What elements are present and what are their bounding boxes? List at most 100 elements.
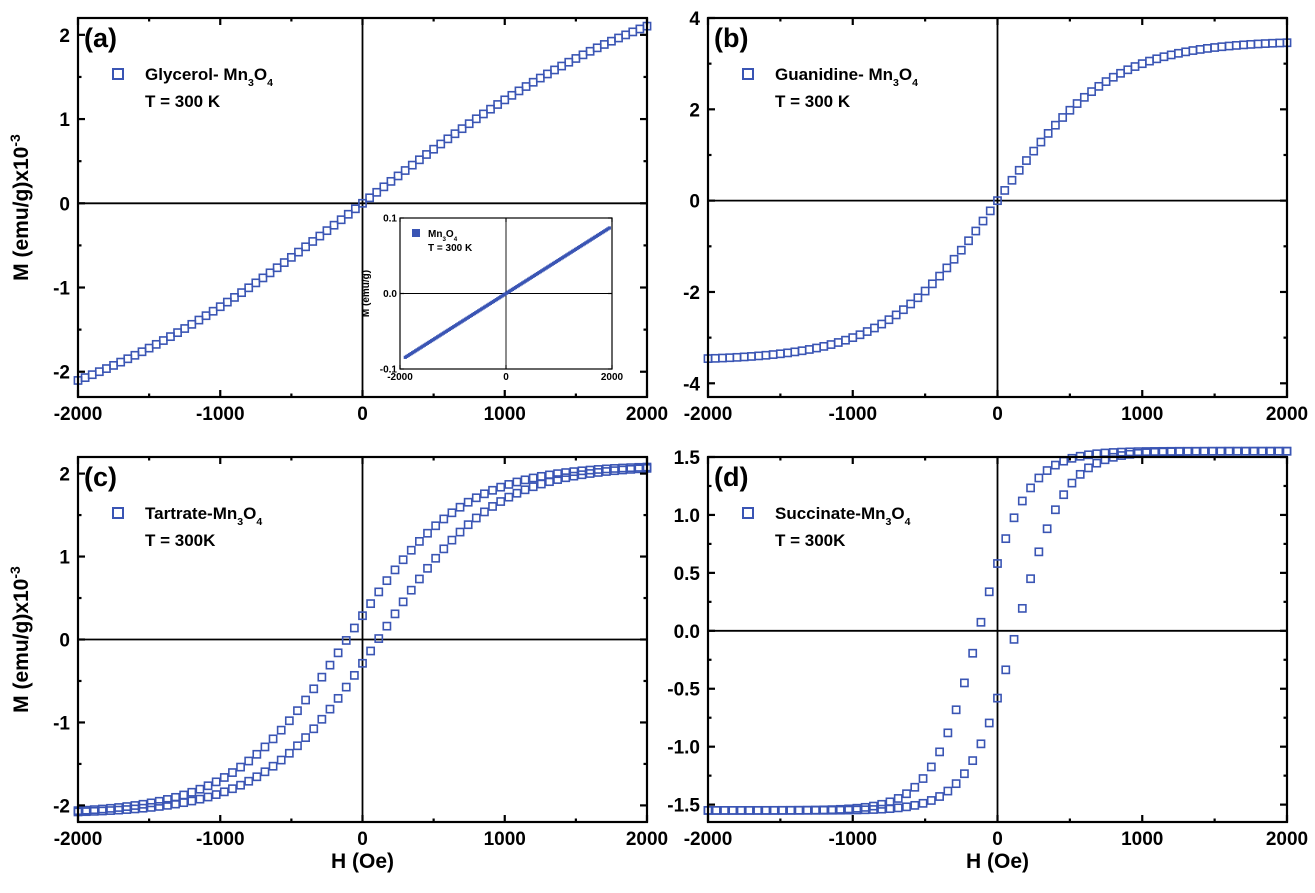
data-point	[571, 54, 581, 63]
data-point	[480, 489, 489, 499]
data-point	[1051, 120, 1060, 130]
data-point	[258, 273, 268, 283]
data-point	[366, 646, 376, 656]
x-tick-label: 0	[503, 372, 509, 383]
y-axis-label-text: M (emu/g)x10	[10, 579, 33, 713]
data-point	[374, 587, 384, 597]
data-point	[439, 514, 449, 524]
data-point	[1067, 453, 1077, 463]
x-tick-label: 0	[992, 829, 1003, 850]
data-point	[106, 806, 115, 815]
legend-name: Tartrate-Mn	[145, 504, 237, 523]
data-point	[942, 263, 952, 273]
panel-label: (d)	[714, 462, 748, 492]
data-point	[195, 784, 205, 794]
data-point	[447, 535, 457, 545]
y-tick-label: 0	[689, 192, 700, 213]
y-tick-label: 2	[59, 26, 70, 47]
data-point	[1092, 458, 1102, 468]
legend-subscript: 4	[905, 516, 911, 528]
data-point	[1017, 603, 1027, 613]
legend-entry: Mn3O4	[428, 229, 458, 243]
data-point	[960, 678, 969, 688]
data-point	[1268, 38, 1277, 48]
data-point	[244, 283, 254, 293]
legend-entry: Glycerol- Mn3O4	[145, 65, 273, 89]
data-point	[951, 779, 961, 789]
data-point	[195, 794, 205, 804]
data-point	[365, 193, 375, 203]
data-point	[130, 350, 140, 360]
data-point	[802, 805, 812, 815]
legend-name-mid: O	[254, 65, 267, 84]
data-point	[187, 319, 197, 329]
data-point	[222, 297, 232, 307]
data-point	[203, 781, 213, 791]
data-point	[569, 471, 579, 481]
data-point	[1026, 483, 1035, 493]
x-tick-label: -2000	[387, 372, 413, 383]
data-point	[343, 209, 353, 219]
data-point	[744, 805, 754, 815]
data-point	[208, 306, 218, 316]
data-point	[711, 806, 721, 815]
data-point	[512, 477, 522, 487]
legend-subscript: 4	[912, 77, 918, 89]
y-tick-label: 0.0	[674, 622, 700, 643]
data-point	[382, 621, 392, 631]
data-point	[826, 340, 836, 349]
data-point	[109, 360, 118, 370]
data-point	[366, 599, 376, 609]
data-point	[463, 520, 473, 530]
legend-subscript: 3	[248, 77, 254, 89]
legend-subscript: 3	[442, 236, 446, 243]
data-point	[1249, 446, 1259, 456]
data-point	[1158, 446, 1168, 456]
legend-condition: T = 300 K	[145, 92, 221, 111]
data-point	[1075, 469, 1085, 479]
data-point	[902, 802, 911, 812]
data-point	[260, 767, 270, 777]
data-point	[893, 794, 903, 803]
data-point	[618, 465, 628, 475]
data-point	[607, 226, 611, 230]
data-point	[301, 242, 310, 252]
data-point	[151, 339, 161, 349]
data-point	[848, 333, 858, 343]
data-point	[1208, 446, 1217, 456]
data-point	[778, 805, 787, 815]
data-point	[471, 114, 481, 124]
data-point	[599, 40, 609, 49]
data-point	[550, 65, 559, 75]
data-point	[1084, 463, 1093, 473]
panel-d: -2000 -1000 0 1000 2000 -1.5 -1.0 -0.5 0.0 0.5 1.0…	[667, 446, 1308, 873]
legend-marker	[412, 229, 420, 237]
data-point	[621, 30, 631, 40]
data-point	[811, 805, 820, 815]
data-point	[520, 475, 530, 485]
x-tick-label: -2000	[54, 829, 103, 850]
data-point	[1217, 42, 1227, 52]
data-point	[504, 480, 514, 489]
data-point	[993, 196, 1002, 206]
data-point	[429, 144, 439, 154]
data-point	[860, 802, 870, 812]
data-point	[1166, 50, 1176, 60]
data-point	[1101, 77, 1111, 86]
data-series	[403, 226, 611, 359]
data-point	[97, 804, 107, 814]
data-point	[869, 801, 878, 811]
data-point	[333, 648, 343, 658]
data-point	[956, 245, 966, 255]
data-point	[180, 324, 190, 333]
data-point	[790, 347, 800, 357]
data-point	[769, 805, 779, 815]
x-tick-label: 2000	[601, 372, 624, 383]
legend-entry: Tartrate-Mn3O4	[145, 504, 262, 528]
data-point	[166, 332, 175, 342]
data-point	[123, 354, 133, 364]
data-point	[984, 718, 994, 728]
data-point	[486, 104, 495, 114]
data-point	[1065, 105, 1075, 115]
data-point	[398, 597, 408, 607]
